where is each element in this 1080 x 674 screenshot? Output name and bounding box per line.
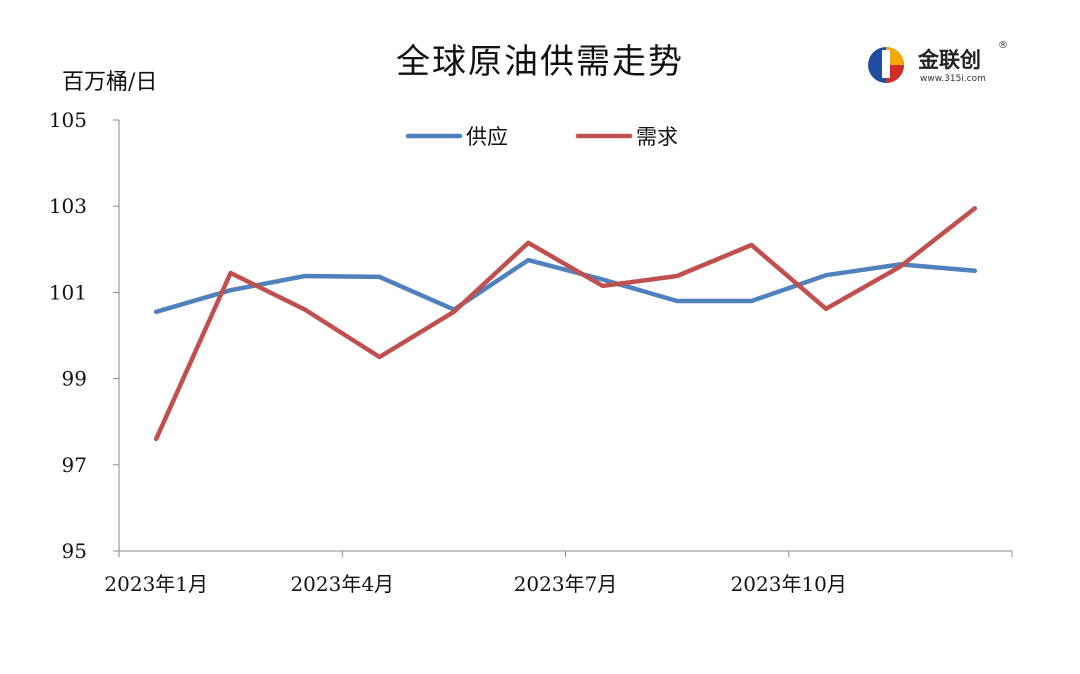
logo-name: 金联创	[918, 48, 981, 72]
series-line-demand	[153, 206, 978, 442]
y-tick-label: 105	[49, 108, 87, 132]
data-point	[526, 240, 531, 245]
data-point	[675, 274, 680, 279]
logo-mark-icon	[868, 47, 904, 83]
x-tick-label: 2023年4月	[290, 572, 394, 596]
data-point	[377, 274, 382, 279]
chart-series	[153, 206, 978, 442]
data-point	[303, 274, 308, 279]
data-point	[303, 307, 308, 312]
y-axis-unit-label: 百万桶/日	[62, 70, 158, 95]
y-tick-label: 101	[49, 280, 87, 304]
y-tick-label: 103	[49, 194, 87, 218]
data-point	[154, 309, 159, 314]
data-point	[228, 288, 233, 293]
chart-axes: 95 97 99 101 103 105 2023年1月 2023年4月 2023年7月 2023…	[49, 108, 1013, 596]
brand-logo: 金联创 ® www.315i.com	[862, 40, 1022, 90]
data-point	[451, 309, 456, 314]
chart-legend: 供应 需求	[405, 125, 678, 149]
data-point	[749, 242, 754, 247]
logo-registered-mark: ®	[998, 40, 1008, 51]
legend-label: 需求	[636, 125, 678, 149]
data-point	[823, 273, 828, 278]
data-point	[154, 436, 159, 441]
y-tick-label: 97	[62, 453, 87, 477]
data-point	[600, 277, 605, 282]
logo-url: www.315i.com	[920, 74, 986, 84]
x-tick-label: 2023年1月	[104, 572, 208, 596]
y-tick-label: 95	[62, 539, 87, 563]
data-point	[972, 206, 977, 211]
data-point	[972, 268, 977, 273]
data-point	[377, 355, 382, 360]
data-point	[228, 271, 233, 276]
data-point	[823, 306, 828, 311]
data-point	[526, 258, 531, 263]
chart-title: 全球原油供需走势	[396, 42, 684, 82]
data-point	[600, 283, 605, 288]
legend-label: 供应	[466, 125, 508, 149]
x-tick-label: 2023年10月	[731, 572, 847, 596]
data-point	[749, 299, 754, 304]
y-tick-label: 99	[62, 367, 87, 391]
data-point	[675, 299, 680, 304]
x-tick-label: 2023年7月	[514, 572, 618, 596]
series-line-supply	[153, 257, 978, 315]
data-point	[898, 264, 903, 269]
